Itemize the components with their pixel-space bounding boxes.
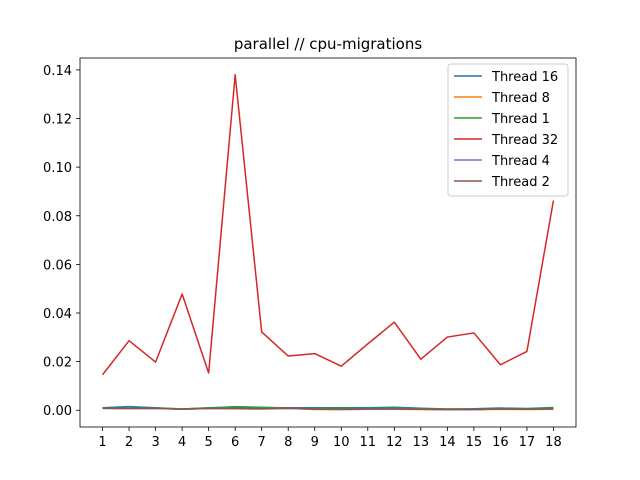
y-tick-label: 0.14 <box>43 64 72 79</box>
x-tick-label: 3 <box>151 435 159 450</box>
x-tick-label: 17 <box>519 435 536 450</box>
y-tick-label: 0.02 <box>43 356 72 371</box>
series-layer <box>101 74 555 411</box>
x-tick-label: 5 <box>205 435 213 450</box>
x-tick-label: 1 <box>98 435 106 450</box>
x-tick-label: 8 <box>284 435 292 450</box>
x-tick-label: 6 <box>231 435 239 450</box>
x-tick-label: 2 <box>125 435 133 450</box>
x-tick-label: 18 <box>545 435 562 450</box>
legend-label: Thread 16 <box>491 70 558 85</box>
series-line-thread-2 <box>102 407 554 411</box>
legend: Thread 16 Thread 8 Thread 1 Thread 32 Thread… <box>447 63 569 197</box>
legend-label: Thread 8 <box>491 91 550 106</box>
x-tick-label: 12 <box>386 435 403 450</box>
series-line-thread-32 <box>101 74 555 376</box>
x-tick-label: 10 <box>333 435 350 450</box>
y-tick-label: 0.04 <box>43 307 72 322</box>
legend-label: Thread 32 <box>491 133 558 148</box>
y-tick-label: 0.06 <box>43 258 72 273</box>
x-tick-label: 11 <box>360 435 377 450</box>
x-tick-label: 9 <box>311 435 319 450</box>
axes-layer: 1 2 3 4 5 6 7 8 9 10 11 12 13 14 15 16 17 180.000.020.040… <box>43 57 577 450</box>
legend-label: Thread 4 <box>491 154 550 169</box>
plot-frame <box>79 57 577 428</box>
x-tick-label: 14 <box>439 435 456 450</box>
x-tick-label: 13 <box>413 435 430 450</box>
x-tick-label: 15 <box>466 435 483 450</box>
x-tick-label: 16 <box>492 435 509 450</box>
legend-label: Thread 2 <box>491 175 550 190</box>
y-tick-label: 0.00 <box>43 404 72 419</box>
y-tick-label: 0.10 <box>43 161 72 176</box>
legend-label: Thread 1 <box>491 112 550 127</box>
x-tick-label: 7 <box>258 435 266 450</box>
y-tick-label: 0.08 <box>43 210 72 225</box>
x-tick-label: 4 <box>178 435 186 450</box>
chart-title: parallel // cpu-migrations <box>234 35 423 53</box>
y-tick-label: 0.12 <box>43 113 72 128</box>
